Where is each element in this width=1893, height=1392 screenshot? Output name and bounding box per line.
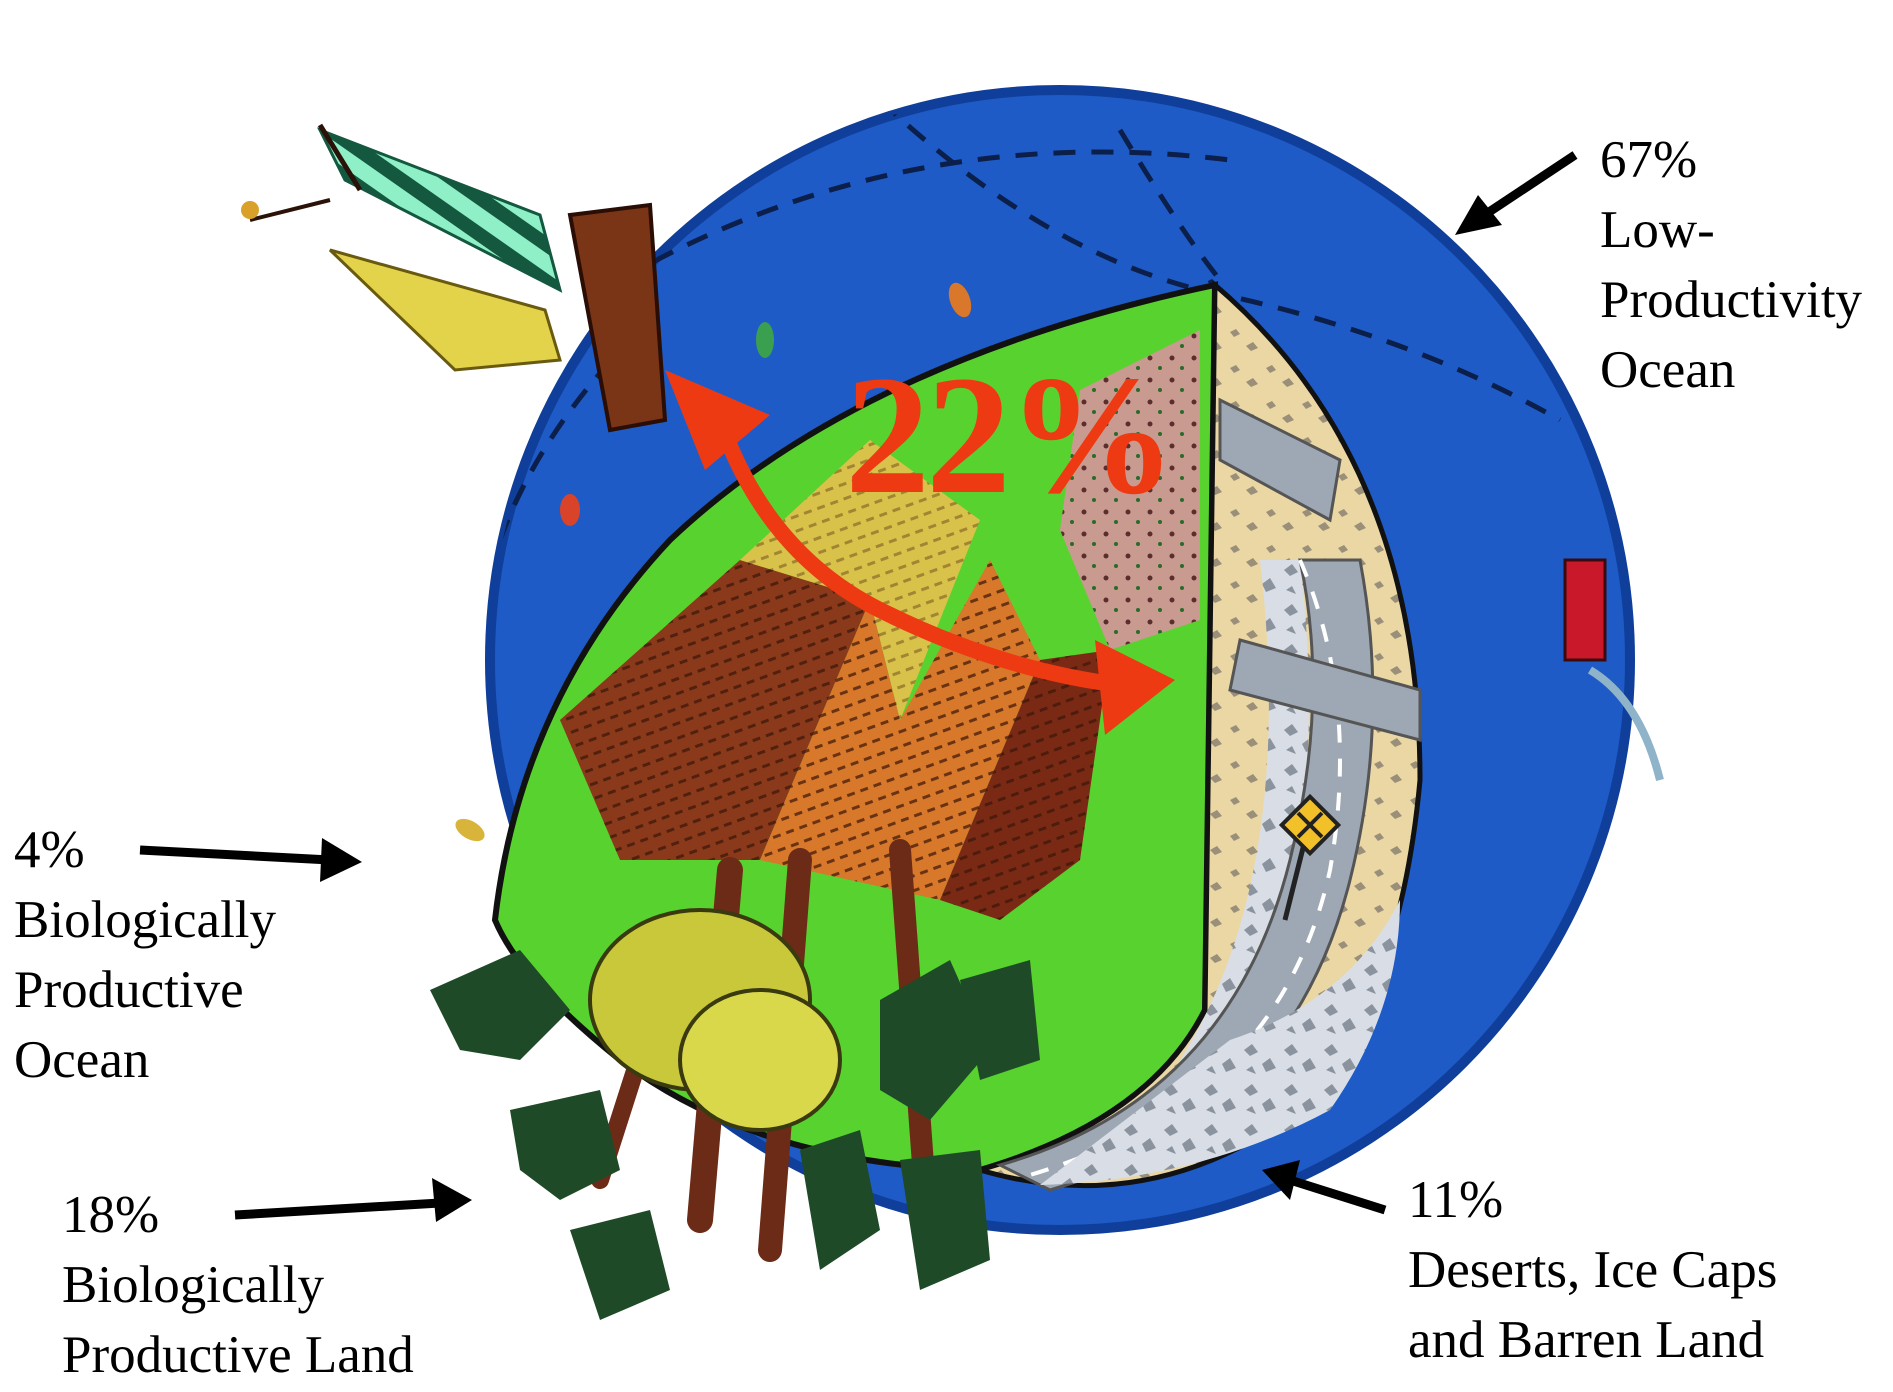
label-line: Productive: [14, 961, 244, 1019]
red-double-arrow: [665, 370, 1175, 735]
label-line: Deserts, Ice Caps: [1408, 1241, 1778, 1299]
label-barren-land: 11% Deserts, Ice Caps and Barren Land: [1408, 1165, 1777, 1375]
percent-67: 67%: [1600, 131, 1698, 189]
tree-icon: [430, 839, 1040, 1320]
label-line: Ocean: [1600, 341, 1736, 399]
percent-11: 11%: [1408, 1171, 1504, 1229]
sailboat-icon: [241, 123, 668, 433]
label-line: Low-: [1600, 201, 1715, 259]
label-line: Biologically: [14, 891, 277, 949]
label-line: Ocean: [14, 1031, 150, 1089]
percent-4: 4%: [14, 821, 85, 879]
label-low-productivity-ocean: 67% Low- Productivity Ocean: [1600, 125, 1862, 405]
label-line: and Barren Land: [1408, 1311, 1765, 1369]
productive-share-label: 22%: [845, 341, 1177, 529]
label-line: Productivity: [1600, 271, 1863, 329]
label-line: Biologically: [62, 1256, 325, 1314]
fish-icon: [455, 282, 972, 842]
ship-icon: [1563, 558, 1664, 781]
label-line: Productive Land: [62, 1326, 414, 1384]
barren-wedge: [971, 279, 1423, 1192]
label-productive-land: 18% Biologically Productive Land: [62, 1180, 414, 1390]
percent-18: 18%: [62, 1186, 160, 1244]
road-sign-icon: [1278, 793, 1342, 921]
label-productive-ocean: 4% Biologically Productive Ocean: [14, 815, 276, 1095]
pointer-arrows: [139, 151, 1578, 1222]
